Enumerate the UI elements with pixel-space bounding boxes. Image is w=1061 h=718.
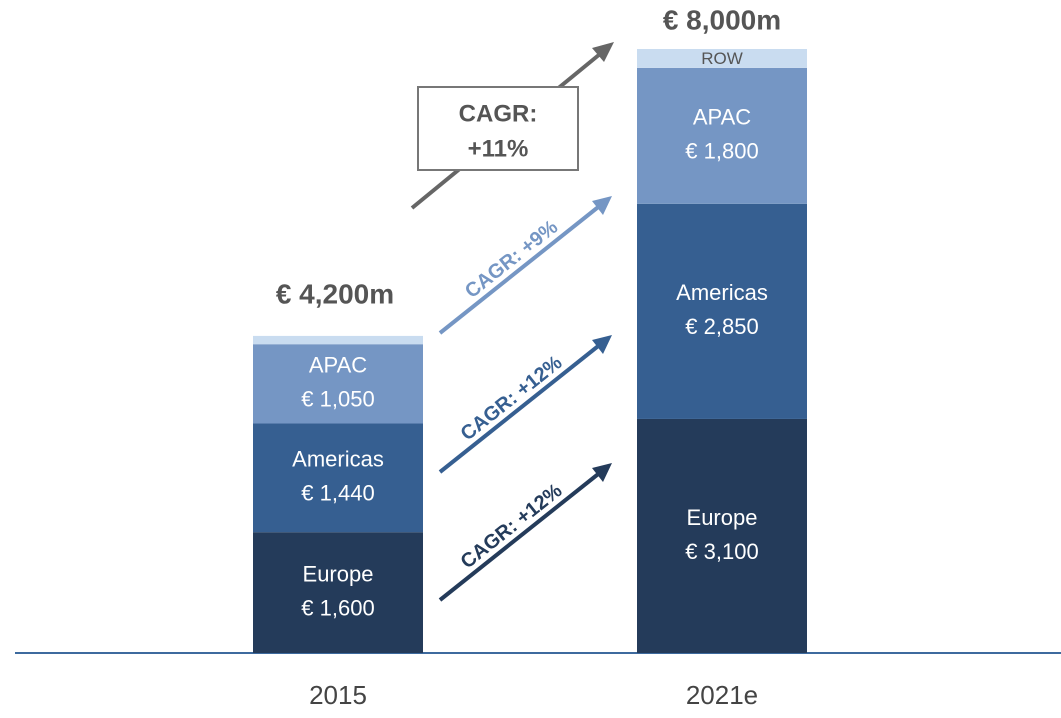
cagr-box (417, 86, 579, 171)
x-tick-label: 2015 (309, 680, 367, 710)
segment-name: Americas (292, 447, 384, 472)
bar-segment (253, 423, 423, 533)
total-cagr: CAGR: (459, 100, 538, 127)
cagr-arrow (438, 202, 604, 335)
segment-name: APAC (309, 353, 367, 378)
arrow-head (592, 463, 612, 482)
x-tick-label: 2021e (686, 680, 758, 710)
total-label: € 4,200m (276, 278, 394, 309)
arrow-head (592, 196, 612, 215)
bar-segment (637, 67, 807, 204)
value-label: € 1,050 (301, 387, 374, 412)
arrow-head (592, 42, 614, 62)
cagr-label: CAGR: +9% (461, 216, 562, 303)
arrow-head (592, 335, 612, 354)
segment-name: Americas (676, 280, 768, 305)
value-label: € 1,600 (301, 595, 374, 620)
cagr-arrow (438, 341, 604, 474)
segment-name: APAC (693, 105, 751, 130)
bar-segment (253, 532, 423, 653)
cagr-arrow (438, 469, 604, 602)
bar-segment (637, 49, 807, 68)
value-label: € 3,100 (685, 539, 758, 564)
segment-name: ROW (701, 49, 743, 68)
total-label: € 8,000m (663, 4, 781, 35)
value-label: € 2,850 (685, 314, 758, 339)
bar-segment (253, 335, 423, 345)
cagr-label: CAGR: +12% (457, 479, 567, 573)
value-label: € 1,440 (301, 481, 374, 506)
segment-name: Europe (303, 561, 374, 586)
value-label: € 1,800 (685, 139, 758, 164)
bar-segment (253, 344, 423, 424)
bar-segment (637, 203, 807, 419)
bar-segment (637, 418, 807, 653)
segment-name: Europe (687, 505, 758, 530)
total-cagr: +11% (468, 135, 529, 162)
cagr-label: CAGR: +12% (457, 351, 567, 445)
